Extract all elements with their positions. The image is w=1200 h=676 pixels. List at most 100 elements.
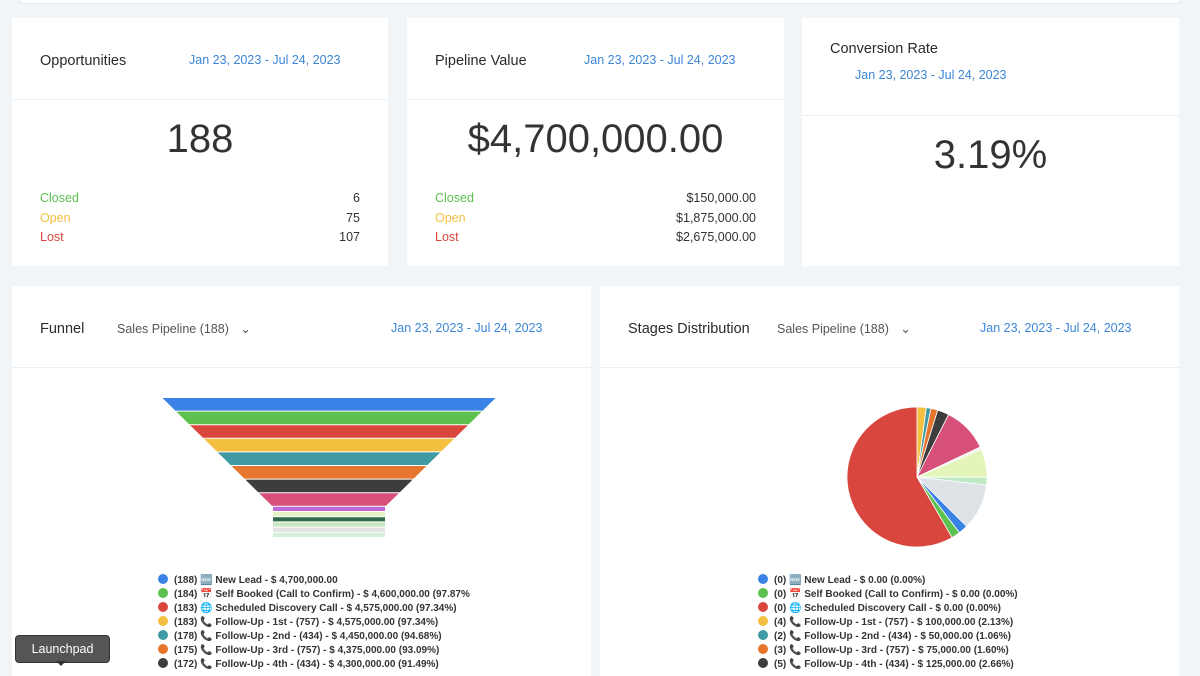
legend-item[interactable]: (2) 📞 Follow-Up - 2nd - (434) - $ 50,000… xyxy=(758,630,1011,642)
card-date[interactable]: Jan 23, 2023 - Jul 24, 2023 xyxy=(584,53,736,67)
panel-date[interactable]: Jan 23, 2023 - Jul 24, 2023 xyxy=(391,321,543,335)
legend-item[interactable]: (183) 📞 Follow-Up - 1st - (757) - $ 4,57… xyxy=(158,616,438,628)
funnel-band xyxy=(273,527,385,532)
legend-dot xyxy=(158,630,168,640)
legend-item[interactable]: (0) 📅 Self Booked (Call to Confirm) - $ … xyxy=(758,588,1018,600)
search-bar[interactable] xyxy=(18,0,1182,4)
legend-item[interactable]: (183) 🌐 Scheduled Discovery Call - $ 4,5… xyxy=(158,602,457,614)
legend-item[interactable]: (4) 📞 Follow-Up - 1st - (757) - $ 100,00… xyxy=(758,616,1013,628)
funnel-band xyxy=(162,398,496,411)
panel-title: Stages Distribution xyxy=(628,321,750,337)
legend-item[interactable]: (175) 📞 Follow-Up - 3rd - (757) - $ 4,37… xyxy=(158,644,439,656)
legend-text: (188) 🆕 New Lead - $ 4,700,000.00 xyxy=(174,575,338,586)
divider xyxy=(12,367,591,368)
funnel-band xyxy=(245,479,413,493)
row-label: Open xyxy=(40,211,71,225)
funnel-band xyxy=(231,466,427,479)
pie-chart xyxy=(846,406,988,548)
funnel-band xyxy=(259,493,399,506)
pipeline-dropdown[interactable]: Sales Pipeline (188) ⌄ xyxy=(117,321,251,336)
row-label: Closed xyxy=(435,191,474,205)
dropdown-label: Sales Pipeline (188) xyxy=(777,322,889,336)
divider xyxy=(802,115,1179,116)
legend-dot xyxy=(758,616,768,626)
row-label: Lost xyxy=(40,230,64,244)
dropdown-label: Sales Pipeline (188) xyxy=(117,322,229,336)
divider xyxy=(407,99,784,100)
chevron: ⌄ xyxy=(240,322,251,336)
opportunities-card: Opportunities Jan 23, 2023 - Jul 24, 202… xyxy=(12,18,388,266)
card-title: Pipeline Value xyxy=(435,53,527,69)
legend-dot xyxy=(158,588,168,598)
row-value: $1,875,000.00 xyxy=(676,211,756,225)
card-title: Opportunities xyxy=(40,53,127,69)
row-label: Open xyxy=(435,211,466,225)
legend-text: (0) 📅 Self Booked (Call to Confirm) - $ … xyxy=(774,589,1018,600)
legend-text: (172) 📞 Follow-Up - 4th - (434) - $ 4,30… xyxy=(174,659,439,670)
legend-text: (0) 🆕 New Lead - $ 0.00 (0.00%) xyxy=(774,575,926,586)
row: Open 75 xyxy=(40,211,360,227)
legend-text: (175) 📞 Follow-Up - 3rd - (757) - $ 4,37… xyxy=(174,645,440,656)
legend-dot xyxy=(158,658,168,668)
row-label: Lost xyxy=(435,230,459,244)
funnel-band xyxy=(273,532,385,537)
tooltip: Launchpad xyxy=(15,635,110,663)
panel-date[interactable]: Jan 23, 2023 - Jul 24, 2023 xyxy=(980,321,1132,335)
legend-text: (178) 📞 Follow-Up - 2nd - (434) - $ 4,45… xyxy=(174,631,442,642)
conversion-card: Conversion Rate Jan 23, 2023 - Jul 24, 2… xyxy=(802,18,1179,266)
panel-title: Funnel xyxy=(40,321,85,337)
card-value: 188 xyxy=(166,117,234,161)
legend-text: (183) 📞 Follow-Up - 1st - (757) - $ 4,57… xyxy=(174,617,439,628)
legend-dot xyxy=(758,574,768,584)
legend-item[interactable]: (178) 📞 Follow-Up - 2nd - (434) - $ 4,45… xyxy=(158,630,442,642)
legend-text: (184) 📅 Self Booked (Call to Confirm) - … xyxy=(174,589,470,600)
funnel-band xyxy=(273,512,385,517)
legend-item[interactable]: (172) 📞 Follow-Up - 4th - (434) - $ 4,30… xyxy=(158,658,439,670)
legend-text: (5) 📞 Follow-Up - 4th - (434) - $ 125,00… xyxy=(774,659,1014,670)
pie-slice xyxy=(846,406,953,548)
card-date[interactable]: Jan 23, 2023 - Jul 24, 2023 xyxy=(189,53,341,67)
row-value: 107 xyxy=(339,230,360,244)
card-date[interactable]: Jan 23, 2023 - Jul 24, 2023 xyxy=(855,68,1007,82)
row-value: $2,675,000.00 xyxy=(676,230,756,244)
row-value: 6 xyxy=(353,191,360,205)
funnel-band xyxy=(203,438,455,452)
row: Lost $2,675,000.00 xyxy=(435,230,756,246)
legend-text: (3) 📞 Follow-Up - 3rd - (757) - $ 75,000… xyxy=(774,645,1009,656)
card-title: Conversion Rate xyxy=(830,41,938,57)
divider xyxy=(12,99,388,100)
legend-item[interactable]: (5) 📞 Follow-Up - 4th - (434) - $ 125,00… xyxy=(758,658,1014,670)
legend-dot xyxy=(158,616,168,626)
legend-item[interactable]: (0) 🆕 New Lead - $ 0.00 (0.00%) xyxy=(758,574,925,586)
funnel-band xyxy=(176,411,482,425)
legend-item[interactable]: (188) 🆕 New Lead - $ 4,700,000.00 xyxy=(158,574,338,586)
pipeline-dropdown[interactable]: Sales Pipeline (188) ⌄ xyxy=(777,321,911,336)
legend-dot xyxy=(758,644,768,654)
funnel-chart xyxy=(162,398,496,537)
row: Open $1,875,000.00 xyxy=(435,211,756,227)
row: Closed 6 xyxy=(40,191,360,207)
funnel-band xyxy=(217,452,441,465)
legend-dot xyxy=(758,658,768,668)
funnel-band xyxy=(273,522,385,527)
row-value: 75 xyxy=(346,211,360,225)
row: Lost 107 xyxy=(40,230,360,246)
legend-dot xyxy=(158,574,168,584)
tooltip-arrow xyxy=(56,661,66,666)
pipeline-card: Pipeline Value Jan 23, 2023 - Jul 24, 20… xyxy=(407,18,784,266)
row-value: $150,000.00 xyxy=(686,191,756,205)
row: Closed $150,000.00 xyxy=(435,191,756,207)
row-label: Closed xyxy=(40,191,79,205)
funnel-panel: Funnel Sales Pipeline (188) ⌄ Jan 23, 20… xyxy=(12,286,591,676)
legend-item[interactable]: (184) 📅 Self Booked (Call to Confirm) - … xyxy=(158,588,470,600)
legend-dot xyxy=(158,602,168,612)
legend-item[interactable]: (3) 📞 Follow-Up - 3rd - (757) - $ 75,000… xyxy=(758,644,1009,656)
legend-item[interactable]: (0) 🌐 Scheduled Discovery Call - $ 0.00 … xyxy=(758,602,1001,614)
card-value: $4,700,000.00 xyxy=(467,117,724,161)
stages-panel: Stages Distribution Sales Pipeline (188)… xyxy=(600,286,1179,676)
legend-text: (183) 🌐 Scheduled Discovery Call - $ 4,5… xyxy=(174,603,457,614)
legend-dot xyxy=(758,630,768,640)
card-value: 3.19% xyxy=(933,133,1048,177)
legend-dot xyxy=(758,588,768,598)
